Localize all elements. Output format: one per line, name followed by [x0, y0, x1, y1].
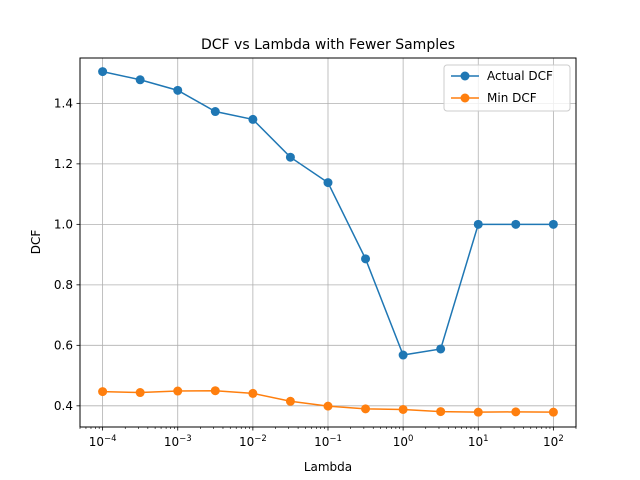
chart-title: DCF vs Lambda with Fewer Samples	[201, 37, 455, 53]
data-point	[211, 386, 220, 395]
data-point	[361, 404, 370, 413]
y-tick-label: 0.8	[54, 278, 73, 292]
x-axis-label: Lambda	[304, 460, 352, 474]
data-point	[549, 220, 558, 229]
data-point	[549, 408, 558, 417]
data-point	[173, 387, 182, 396]
data-point	[324, 402, 333, 411]
legend: Actual DCF Min DCF	[444, 65, 570, 111]
data-point	[511, 407, 520, 416]
legend-label-min-dcf: Min DCF	[487, 91, 537, 105]
y-tick-label: 0.6	[54, 338, 73, 352]
data-point	[286, 153, 295, 162]
y-tick-label: 1.0	[54, 217, 73, 231]
legend-marker-actual-dcf	[461, 72, 470, 81]
y-tick-label: 0.4	[54, 399, 73, 413]
data-point	[361, 254, 370, 263]
data-point	[286, 397, 295, 406]
data-point	[436, 344, 445, 353]
legend-marker-min-dcf	[461, 94, 470, 103]
y-tick-label: 1.4	[54, 96, 73, 110]
data-point	[173, 86, 182, 95]
y-axis-label: DCF	[29, 230, 43, 255]
legend-label-actual-dcf: Actual DCF	[487, 69, 553, 83]
y-tick-label: 1.2	[54, 157, 73, 171]
data-point	[136, 388, 145, 397]
data-point	[98, 387, 107, 396]
data-point	[511, 220, 520, 229]
data-point	[399, 405, 408, 414]
data-point	[136, 75, 145, 84]
data-point	[248, 115, 257, 124]
data-point	[399, 351, 408, 360]
data-point	[436, 407, 445, 416]
data-point	[211, 107, 220, 116]
data-point	[324, 178, 333, 187]
data-point	[98, 67, 107, 76]
data-point	[474, 220, 483, 229]
data-point	[248, 389, 257, 398]
data-point	[474, 408, 483, 417]
